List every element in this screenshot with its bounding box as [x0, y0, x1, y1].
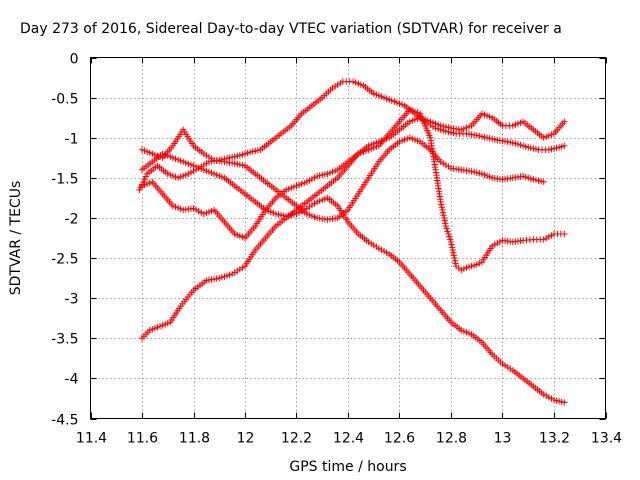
- data-point-interp: [442, 220, 449, 227]
- data-point-interp: [440, 214, 448, 222]
- x-tick-label: 11.4: [76, 431, 107, 447]
- data-point: [447, 238, 455, 246]
- data-point-interp: [142, 173, 150, 180]
- labels-layer: 11.4 11.6 11.8 12 12.2 12.4 12.6 12.8 13 13.2 13.4…: [51, 52, 622, 447]
- data-point: [561, 230, 568, 238]
- data-point-interp: [444, 228, 451, 235]
- data-point-interp: [440, 212, 447, 219]
- data-point-interp: [439, 209, 447, 216]
- points-layer: [136, 78, 568, 406]
- chart-title: Day 273 of 2016, Sidereal Day-to-day VTE…: [20, 21, 562, 37]
- data-point-interp: [445, 230, 452, 238]
- data-point-interp: [450, 249, 457, 256]
- data-point-interp: [451, 254, 458, 262]
- x-tick-label: 12.2: [281, 431, 312, 447]
- y-tick-label: -3.5: [51, 332, 78, 348]
- data-point-interp: [446, 236, 454, 243]
- data-point: [437, 198, 444, 206]
- data-point-interp: [439, 206, 446, 214]
- data-point-interp: [452, 260, 459, 267]
- data-point-interp: [438, 201, 445, 208]
- y-tick-label: 0: [70, 52, 79, 68]
- y-axis-title: SDTVAR / TECUs: [8, 181, 24, 296]
- series-4: [138, 110, 568, 342]
- data-point-interp: [141, 175, 148, 183]
- y-tick-label: -4.5: [51, 413, 78, 429]
- series-5: [138, 150, 568, 406]
- y-tick-label: -0.5: [51, 92, 78, 108]
- x-tick-label: 13.2: [539, 431, 570, 447]
- data-point: [561, 118, 568, 125]
- x-tick-label: 12.6: [384, 431, 415, 447]
- data-point: [561, 399, 568, 406]
- data-point: [136, 186, 143, 194]
- x-tick-label: 11.6: [127, 431, 158, 447]
- x-tick-label: 11.8: [179, 431, 210, 447]
- ticks-layer: [90, 57, 607, 420]
- data-point-interp: [438, 204, 446, 211]
- series-3: [138, 106, 568, 274]
- data-point-interp: [140, 178, 147, 186]
- series-1: [136, 78, 568, 194]
- data-point-interp: [450, 252, 458, 259]
- data-point-interp: [446, 233, 453, 240]
- x-tick-label: 12: [237, 431, 255, 447]
- y-tick-label: -1: [65, 132, 79, 148]
- plot-frame: [90, 57, 606, 419]
- data-point-interp: [451, 257, 459, 264]
- y-tick-label: -2.5: [51, 252, 78, 268]
- data-point-interp: [441, 217, 448, 224]
- x-tick-label: 12.8: [436, 431, 467, 447]
- data-point-interp: [443, 225, 450, 232]
- x-tick-label: 13: [494, 431, 512, 447]
- data-point-interp: [449, 246, 456, 254]
- data-point: [442, 222, 450, 230]
- data-point-interp: [448, 244, 456, 251]
- y-tick-label: -2: [65, 212, 79, 228]
- data-point: [561, 142, 568, 149]
- y-tick-label: -3: [65, 292, 79, 308]
- y-tick-label: -4: [65, 372, 79, 388]
- data-point-interp: [448, 241, 455, 248]
- grid-layer: [90, 57, 606, 419]
- x-axis-title: GPS time / hours: [289, 459, 406, 475]
- y-tick-label: -1.5: [51, 172, 78, 188]
- data-point-interp: [137, 183, 144, 191]
- data-point: [540, 178, 547, 186]
- x-tick-label: 12.4: [333, 431, 364, 447]
- x-tick-label: 13.4: [591, 431, 622, 447]
